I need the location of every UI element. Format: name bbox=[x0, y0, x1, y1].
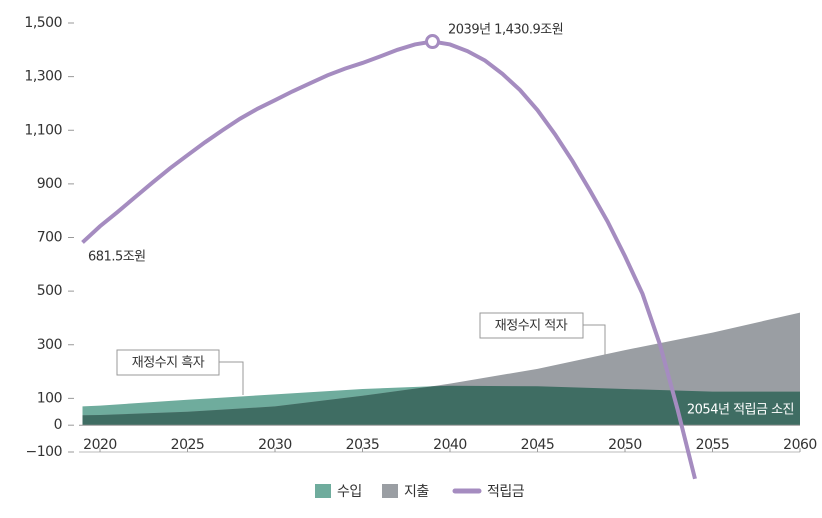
x-tick-label: 2020 bbox=[83, 437, 117, 453]
annotation: 681.5조원 bbox=[88, 250, 146, 265]
y-tick-label: −100 bbox=[26, 444, 62, 460]
y-tick-label: 0 bbox=[54, 417, 62, 433]
x-tick-label: 2045 bbox=[521, 437, 555, 453]
annotation: 재정수지 흑자 bbox=[132, 356, 205, 371]
annotation: 2054년 적립금 소진 bbox=[687, 403, 794, 418]
area-overlap bbox=[82, 385, 800, 426]
annotation: 2039년 1,430.9조원 bbox=[448, 23, 563, 38]
x-tick-label: 2060 bbox=[783, 437, 817, 453]
x-tick-label: 2040 bbox=[433, 437, 467, 453]
leader-line bbox=[219, 361, 244, 395]
x-tick-label: 2025 bbox=[171, 437, 205, 453]
y-tick-label: 500 bbox=[37, 283, 62, 299]
x-tick-label: 2055 bbox=[696, 437, 730, 453]
x-tick-label: 2035 bbox=[346, 437, 380, 453]
leader-line bbox=[583, 324, 606, 355]
y-tick-label: 300 bbox=[37, 337, 62, 353]
x-tick-label: 2050 bbox=[608, 437, 642, 453]
y-tick-label: 1,300 bbox=[24, 69, 62, 85]
annotation: 재정수지 적자 bbox=[495, 319, 568, 334]
y-tick-label: 900 bbox=[37, 176, 62, 192]
annotation-box bbox=[116, 349, 220, 376]
legend-label: 수입 bbox=[337, 484, 362, 500]
y-tick-label: 1,100 bbox=[24, 122, 62, 138]
annotation-box bbox=[479, 312, 584, 339]
y-tick-label: 700 bbox=[37, 230, 62, 246]
y-tick-label: 1,500 bbox=[24, 15, 62, 31]
peak-marker bbox=[425, 34, 440, 50]
legend-swatch bbox=[382, 484, 398, 498]
legend-label: 지출 bbox=[404, 484, 429, 500]
legend-swatch bbox=[315, 484, 331, 498]
y-tick-label: 100 bbox=[37, 390, 62, 406]
line bbox=[81, 39, 697, 480]
legend-label: 적립금 bbox=[487, 484, 525, 500]
x-tick-label: 2030 bbox=[258, 437, 292, 453]
